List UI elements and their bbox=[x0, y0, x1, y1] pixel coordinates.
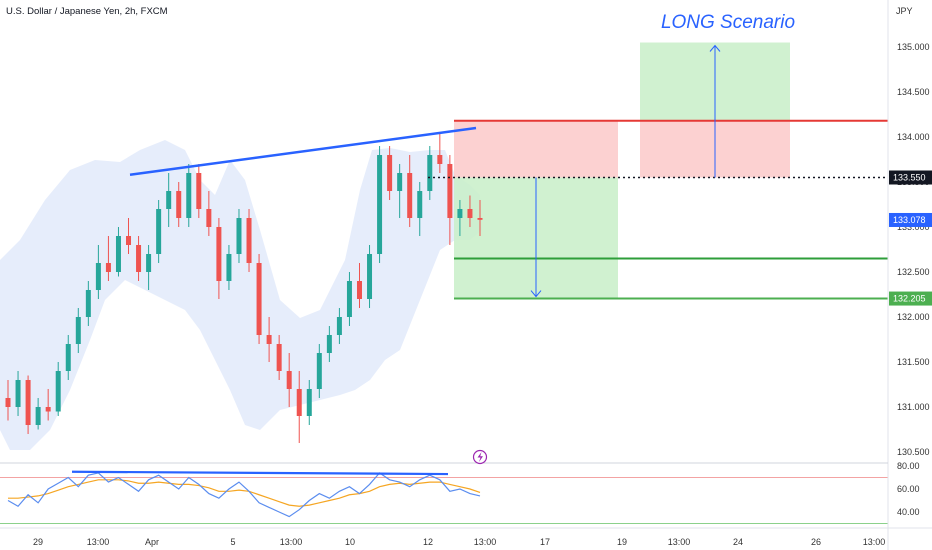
candle-body bbox=[156, 209, 162, 254]
candle-body bbox=[427, 155, 433, 191]
rsi-tick-label: 60.00 bbox=[897, 484, 920, 494]
candle-body bbox=[346, 281, 352, 317]
candle-body bbox=[25, 380, 31, 425]
candle-body bbox=[437, 155, 443, 164]
candle-body bbox=[417, 191, 423, 218]
short-arrow-head bbox=[530, 290, 542, 298]
candlestick-series bbox=[5, 132, 483, 443]
rsi-tick-label: 40.00 bbox=[897, 507, 920, 517]
candle-body bbox=[356, 281, 362, 299]
time-tick-label: Apr bbox=[145, 537, 159, 547]
time-tick-label: 13:00 bbox=[668, 537, 691, 547]
candle-body bbox=[45, 407, 51, 412]
time-tick-label: 13:00 bbox=[474, 537, 497, 547]
price-badge-bg bbox=[889, 291, 932, 306]
price-tick-label: 134.500 bbox=[897, 87, 930, 97]
candle-body bbox=[296, 389, 302, 416]
candle-body bbox=[407, 173, 413, 218]
rsi-tick-label: 80.00 bbox=[897, 461, 920, 471]
candle-body bbox=[246, 218, 252, 263]
price-tick-label: 132.000 bbox=[897, 312, 930, 322]
time-tick-label: 12 bbox=[423, 537, 433, 547]
upper-trendline[interactable] bbox=[129, 126, 477, 177]
candle-body bbox=[367, 254, 373, 299]
candle-body bbox=[477, 218, 483, 220]
candle-body bbox=[136, 245, 142, 272]
price-badge-bg bbox=[889, 212, 932, 227]
rsi-line bbox=[7, 472, 481, 518]
candle-body bbox=[266, 335, 272, 344]
price-tick-label: 130.500 bbox=[897, 447, 930, 457]
candle-body bbox=[457, 209, 463, 218]
price-tick-label: 131.000 bbox=[897, 402, 930, 412]
candle-body bbox=[216, 227, 222, 281]
candle-body bbox=[306, 389, 312, 416]
price-badge-label: 132.205 bbox=[893, 294, 926, 304]
candle-body bbox=[236, 218, 242, 254]
candle-body bbox=[15, 380, 21, 407]
price-tick-label: 133.000 bbox=[897, 222, 930, 232]
candle-body bbox=[115, 236, 121, 272]
price-tick-label: 131.500 bbox=[897, 357, 930, 367]
candle-body bbox=[55, 371, 61, 412]
drawing-lines[interactable] bbox=[129, 44, 888, 300]
price-tick-label: 132.500 bbox=[897, 267, 930, 277]
candle-body bbox=[35, 407, 41, 425]
candle-body bbox=[286, 371, 292, 389]
position-zones bbox=[454, 42, 790, 299]
scenario-label: LONG Scenario bbox=[661, 12, 795, 33]
time-tick-label: 13:00 bbox=[863, 537, 886, 547]
candle-body bbox=[387, 155, 393, 191]
candle-body bbox=[226, 254, 232, 281]
candle-body bbox=[146, 254, 152, 272]
candle-body bbox=[336, 317, 342, 335]
long-arrow-head bbox=[709, 44, 721, 52]
rsi-pane bbox=[0, 470, 888, 524]
candle-body bbox=[75, 317, 81, 344]
price-badge-label: 133.078 bbox=[893, 215, 926, 225]
currency-label: JPY bbox=[896, 6, 913, 16]
rsi-divergence-line[interactable] bbox=[71, 470, 449, 476]
candle-body bbox=[85, 290, 91, 317]
candle-body bbox=[126, 236, 132, 245]
candle-body bbox=[166, 191, 172, 209]
bollinger-band-fill bbox=[0, 140, 482, 450]
time-tick-label: 13:00 bbox=[87, 537, 110, 547]
candle-body bbox=[176, 191, 182, 218]
time-tick-label: 17 bbox=[540, 537, 550, 547]
candle-body bbox=[377, 155, 383, 254]
candle-body bbox=[206, 209, 212, 227]
short-stop-zone bbox=[454, 120, 618, 178]
price-badge-bg bbox=[889, 170, 932, 185]
candle-body bbox=[447, 164, 453, 218]
price-badge-label: 133.550 bbox=[893, 173, 926, 183]
candle-body bbox=[186, 173, 192, 218]
candle-body bbox=[467, 209, 473, 218]
price-tick-label: 135.000 bbox=[897, 42, 930, 52]
flash-icon[interactable] bbox=[472, 449, 488, 465]
candle-body bbox=[65, 344, 71, 371]
time-tick-label: 29 bbox=[33, 537, 43, 547]
bollinger-band bbox=[0, 140, 482, 450]
candle-body bbox=[397, 173, 403, 191]
candle-body bbox=[105, 263, 111, 272]
price-tick-label: 134.000 bbox=[897, 132, 930, 142]
candle-body bbox=[5, 398, 11, 407]
candle-body bbox=[256, 263, 262, 335]
candle-body bbox=[276, 344, 282, 371]
time-tick-label: 5 bbox=[230, 537, 235, 547]
time-tick-label: 13:00 bbox=[280, 537, 303, 547]
candle-body bbox=[95, 263, 101, 290]
time-tick-label: 10 bbox=[345, 537, 355, 547]
candle-body bbox=[196, 173, 202, 209]
time-tick-label: 24 bbox=[733, 537, 743, 547]
candle-body bbox=[316, 353, 322, 389]
time-tick-label: 26 bbox=[811, 537, 821, 547]
symbol-title: U.S. Dollar / Japanese Yen, 2h, FXCM bbox=[6, 6, 168, 17]
candle-body bbox=[326, 335, 332, 353]
time-tick-label: 19 bbox=[617, 537, 627, 547]
